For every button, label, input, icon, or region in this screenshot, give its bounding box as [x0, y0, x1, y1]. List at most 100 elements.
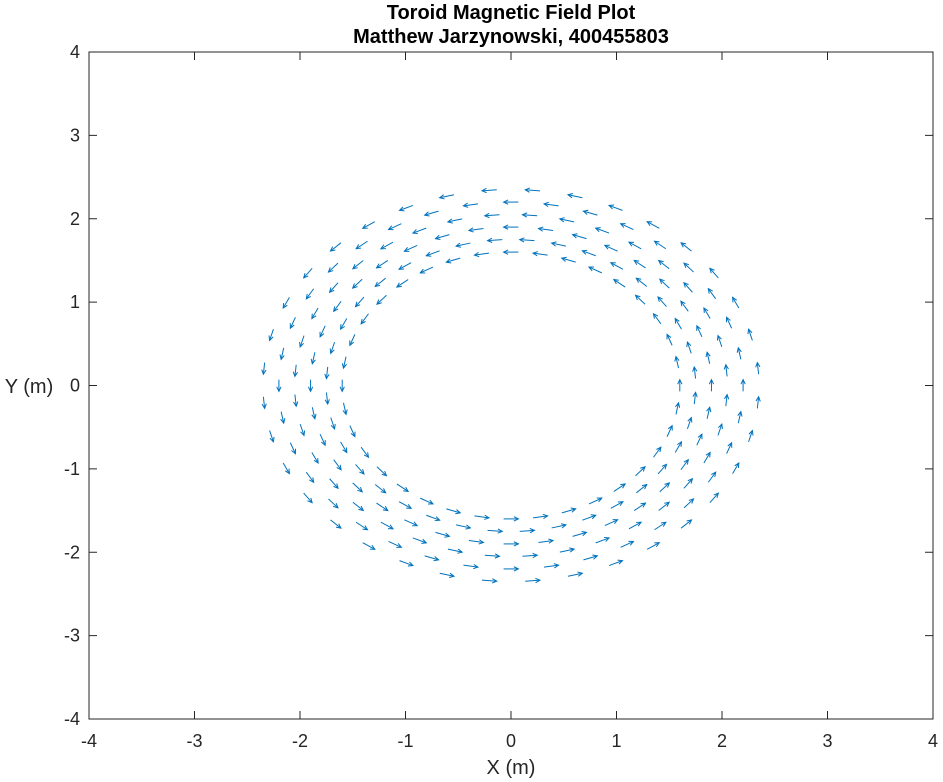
field-arrow	[608, 559, 624, 567]
field-arrow	[635, 465, 646, 477]
field-arrow	[755, 361, 761, 375]
field-arrow	[658, 278, 670, 289]
quiver-arrows	[261, 187, 761, 584]
field-arrow	[657, 296, 667, 307]
field-arrow	[524, 187, 540, 193]
field-arrow	[463, 563, 480, 570]
field-arrow	[608, 204, 623, 211]
field-arrow	[434, 234, 450, 240]
field-arrow	[376, 502, 389, 512]
field-arrow	[352, 501, 365, 512]
field-arrow	[423, 210, 439, 217]
field-arrow	[683, 477, 694, 489]
field-arrow	[311, 307, 319, 320]
y-tick-label: 0	[70, 376, 80, 396]
field-arrow	[426, 514, 441, 522]
field-arrow	[703, 451, 711, 464]
field-arrow	[680, 300, 689, 312]
field-arrow	[680, 519, 693, 529]
field-arrow	[657, 259, 670, 270]
field-arrow	[403, 244, 418, 252]
field-arrow	[610, 501, 624, 509]
field-arrow	[594, 227, 610, 234]
field-arrow	[736, 346, 742, 360]
field-arrow	[706, 406, 712, 419]
field-arrow	[503, 566, 520, 572]
field-arrow	[340, 441, 348, 454]
field-arrow	[674, 440, 683, 453]
field-arrow	[388, 540, 403, 548]
field-arrow	[435, 531, 451, 538]
field-arrow	[483, 212, 500, 219]
field-arrow	[276, 379, 282, 393]
field-arrow	[723, 363, 729, 377]
field-arrow	[503, 541, 520, 547]
field-arrow	[327, 262, 339, 273]
field-arrow	[319, 433, 326, 447]
field-arrow	[612, 278, 626, 288]
field-arrow	[360, 313, 369, 325]
field-arrow	[705, 351, 711, 364]
field-arrow	[654, 521, 667, 531]
field-arrow	[619, 223, 634, 231]
field-arrow	[349, 425, 356, 438]
field-arrow	[395, 279, 409, 288]
field-arrow	[351, 278, 363, 289]
field-arrow	[732, 462, 740, 474]
field-arrow	[683, 262, 694, 273]
x-tick-label: 2	[717, 731, 727, 751]
field-arrow	[595, 536, 611, 544]
field-arrow	[677, 378, 683, 392]
field-arrow	[628, 521, 643, 530]
field-arrow	[425, 250, 440, 257]
field-arrow	[292, 364, 298, 378]
field-arrow	[703, 306, 711, 319]
field-arrow	[396, 483, 410, 493]
field-arrow	[696, 433, 703, 446]
field-arrow	[740, 378, 746, 392]
field-arrow	[755, 395, 761, 409]
field-arrow	[387, 223, 402, 231]
field-arrow	[324, 392, 330, 406]
field-arrow	[328, 498, 339, 509]
field-arrow	[551, 523, 568, 529]
field-arrow	[438, 194, 455, 200]
axis-ticks	[88, 51, 934, 720]
field-arrow	[503, 516, 520, 522]
field-arrow	[349, 334, 356, 347]
field-arrow	[467, 227, 484, 233]
field-arrow	[473, 251, 490, 258]
field-arrow	[686, 341, 692, 354]
field-arrow	[289, 442, 297, 455]
x-tick-label: 0	[506, 731, 516, 751]
field-arrow	[339, 318, 348, 331]
field-arrow	[653, 446, 662, 458]
field-arrow	[627, 241, 642, 250]
field-arrow	[311, 452, 319, 465]
field-arrow	[398, 501, 413, 509]
x-axis-label: X (m)	[487, 757, 536, 779]
field-arrow	[724, 393, 730, 407]
field-arrow	[268, 328, 274, 342]
field-arrow	[282, 297, 290, 309]
field-arrow	[330, 417, 336, 430]
field-arrow	[404, 519, 419, 527]
field-arrow	[633, 502, 647, 512]
field-arrow	[482, 578, 498, 584]
field-arrow	[355, 464, 365, 475]
field-arrow	[522, 552, 539, 559]
field-arrow	[717, 423, 723, 436]
field-arrow	[613, 483, 627, 492]
field-arrow	[707, 287, 717, 300]
field-arrow	[680, 458, 689, 471]
field-arrow	[280, 411, 286, 425]
field-arrow	[379, 241, 394, 250]
field-arrow	[282, 462, 291, 475]
field-arrow	[261, 396, 267, 410]
field-arrow	[725, 316, 733, 329]
field-arrow	[446, 218, 463, 224]
field-arrow	[683, 498, 695, 509]
field-arrow	[303, 492, 313, 504]
y-tick-label: 3	[70, 125, 80, 145]
